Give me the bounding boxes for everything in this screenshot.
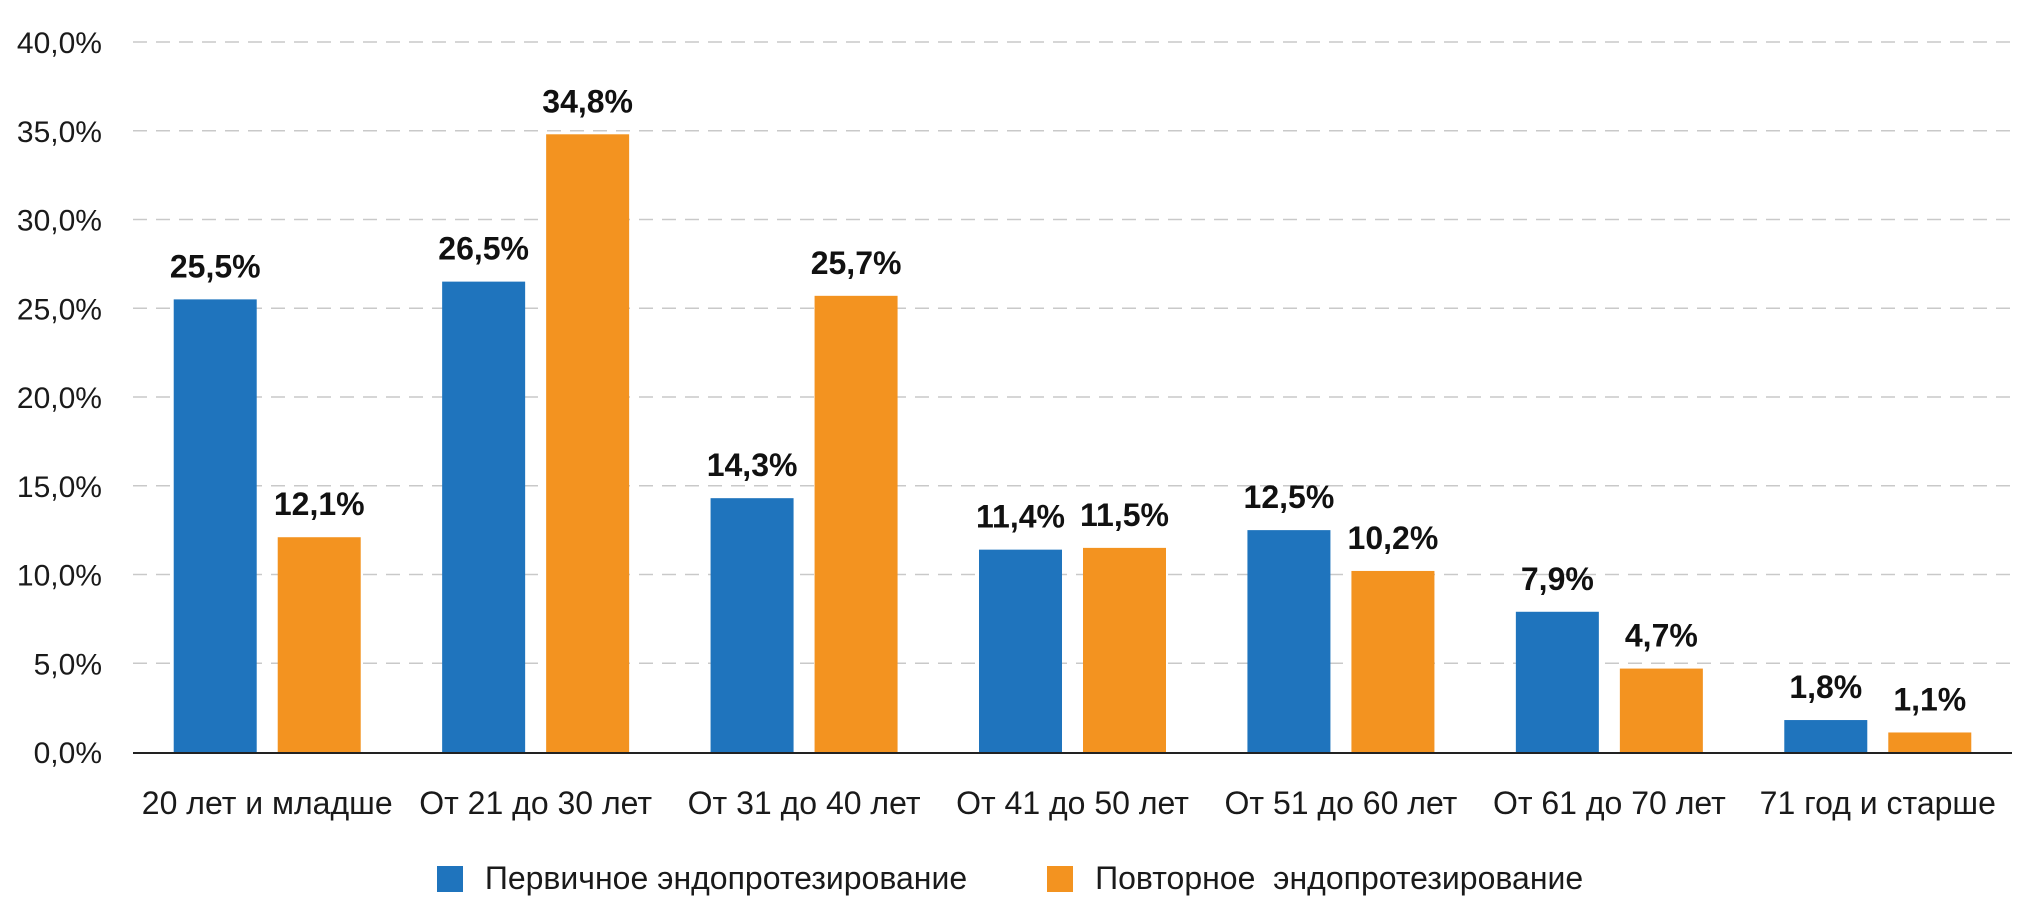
bars (173, 134, 1972, 753)
data-label: 12,1% (274, 486, 365, 522)
bar-primary (442, 281, 526, 752)
x-axis-category-labels: 20 лет и младше От 21 до 30 лет От 31 до 4… (142, 785, 1996, 821)
bar-revision (1888, 732, 1972, 752)
x-category-label: От 21 до 30 лет (419, 785, 652, 821)
legend-label-primary: Первичное эндопротезирование (484, 860, 968, 896)
bar-revision (1619, 668, 1703, 752)
bar-primary (979, 549, 1062, 752)
bar-chart: 0,0% 5,0% 10,0% 15,0% 20,0% 25,0% 30,0% 35,0% 40… (17, 27, 2012, 821)
bar-revision (814, 295, 898, 752)
legend-item-primary: Первичное эндопротезирование (436, 860, 968, 897)
x-category-label: От 31 до 40 лет (688, 785, 921, 821)
data-labels: 25,5% 12,1% 26,5% 34,8% 14,3% 25,7% 11,4% 11,5%… (170, 83, 1966, 717)
bar-primary (173, 299, 257, 752)
gridlines (133, 41, 2012, 664)
bar-revision (277, 537, 361, 752)
y-axis-tick-labels: 0,0% 5,0% 10,0% 15,0% 20,0% 25,0% 30,0% 35,0% 40… (17, 27, 102, 770)
y-tick-label: 0,0% (34, 737, 102, 770)
x-category-label: От 41 до 50 лет (956, 785, 1189, 821)
y-tick-label: 20,0% (17, 382, 102, 415)
data-label: 7,9% (1521, 561, 1594, 597)
legend-label-revision: Повторное эндопротезирование (1095, 860, 1584, 896)
legend-item-revision: Повторное эндопротезирование (1047, 860, 1583, 897)
data-label: 11,5% (1080, 497, 1169, 533)
data-label: 25,5% (170, 248, 261, 284)
y-tick-label: 35,0% (17, 116, 102, 149)
x-category-label: 20 лет и младше (142, 785, 393, 821)
data-label: 11,4% (976, 499, 1065, 535)
y-tick-label: 25,0% (17, 293, 102, 326)
bar-primary (710, 498, 794, 752)
y-tick-label: 40,0% (17, 27, 102, 60)
x-category-label: От 61 до 70 лет (1493, 785, 1726, 821)
bar-revision (1083, 547, 1166, 752)
data-label: 1,1% (1893, 681, 1966, 717)
x-category-label: 71 год и старше (1760, 785, 1996, 821)
bar-revision (1351, 570, 1435, 752)
y-tick-label: 5,0% (34, 648, 102, 681)
data-label: 1,8% (1789, 669, 1862, 705)
legend-swatch-revision (1047, 865, 1074, 892)
data-label: 25,7% (811, 245, 902, 281)
data-label: 14,3% (707, 447, 798, 483)
y-tick-label: 30,0% (17, 205, 102, 238)
bar-primary (1247, 530, 1331, 752)
legend-swatch-primary (436, 865, 463, 892)
bar-primary (1784, 720, 1868, 752)
data-label: 26,5% (438, 231, 529, 267)
data-label: 12,5% (1244, 479, 1335, 515)
y-tick-label: 10,0% (17, 560, 102, 593)
data-label: 4,7% (1625, 618, 1698, 654)
x-category-label: От 51 до 60 лет (1225, 785, 1458, 821)
bar-revision (546, 134, 630, 753)
bar-primary (1515, 611, 1599, 752)
y-tick-label: 15,0% (17, 471, 102, 504)
legend: Первичное эндопротезирование Повторное э… (0, 860, 2020, 897)
data-label: 34,8% (542, 83, 633, 119)
data-label: 10,2% (1348, 520, 1439, 556)
